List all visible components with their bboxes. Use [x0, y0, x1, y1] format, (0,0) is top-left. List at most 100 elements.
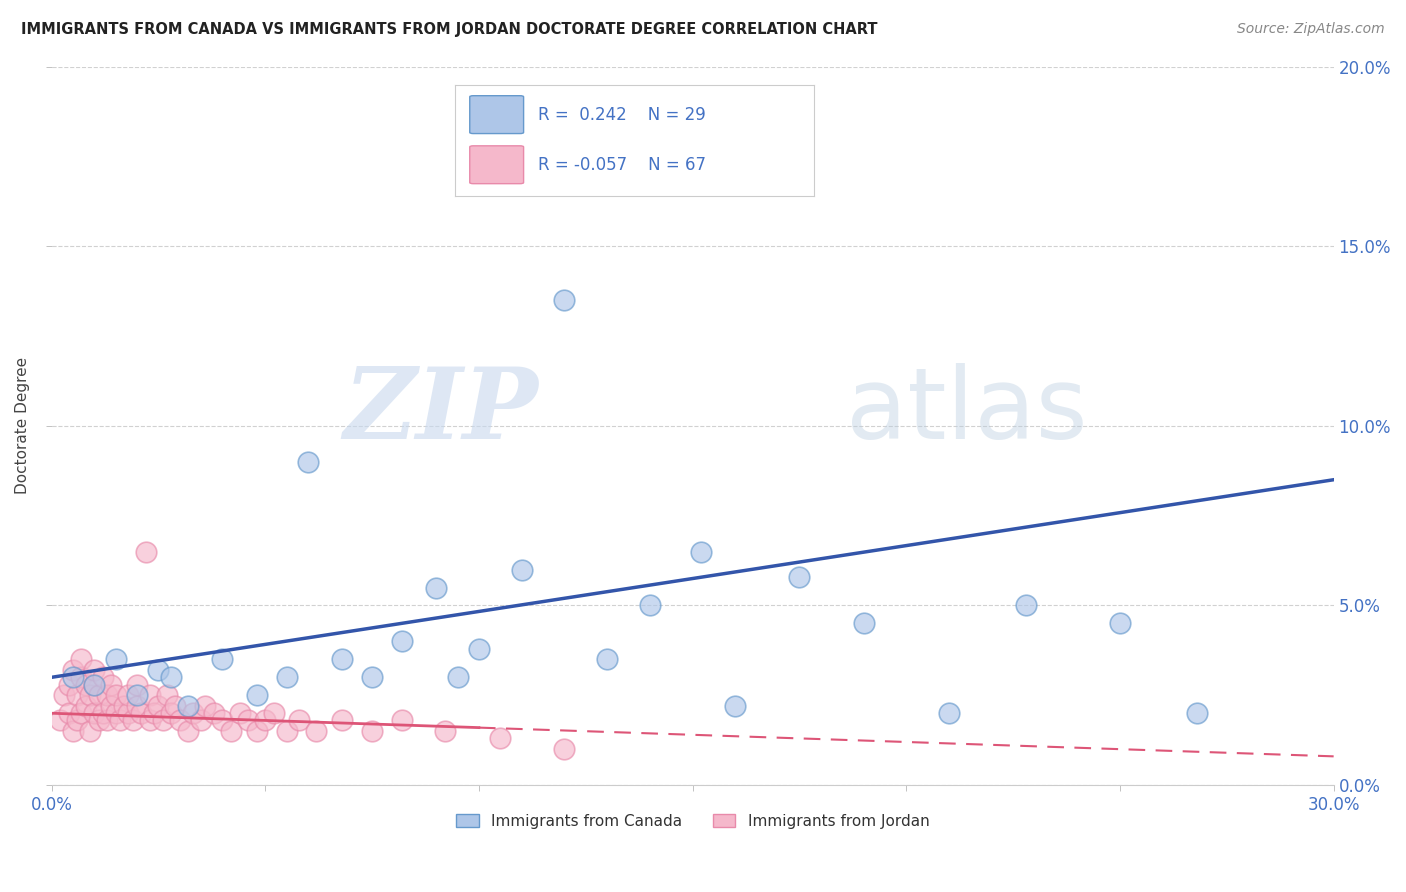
Point [75, 677, 97, 691]
Point [789, 570, 811, 584]
Point [148, 699, 170, 714]
Point [58, 706, 80, 721]
Point [219, 724, 242, 739]
Point [425, 581, 447, 595]
Point [91, 706, 114, 721]
Point [139, 714, 162, 728]
Text: ZIP: ZIP [343, 363, 538, 459]
Point [433, 724, 456, 739]
Point [135, 544, 157, 558]
Point [70, 706, 93, 721]
Point [330, 714, 353, 728]
Point [83, 663, 105, 677]
Point [361, 670, 384, 684]
Point [228, 706, 250, 721]
Point [96, 688, 118, 702]
Point [391, 634, 413, 648]
Point [156, 688, 179, 702]
Point [49, 714, 72, 728]
Point [100, 677, 122, 691]
Point [446, 670, 468, 684]
Point [305, 724, 328, 739]
Point [143, 706, 166, 721]
Point [62, 724, 84, 739]
Text: IMMIGRANTS FROM CANADA VS IMMIGRANTS FROM JORDAN DOCTORATE DEGREE CORRELATION CH: IMMIGRANTS FROM CANADA VS IMMIGRANTS FRO… [21, 22, 877, 37]
Point [62, 663, 84, 677]
Point [112, 699, 135, 714]
Point [75, 699, 97, 714]
Point [194, 699, 217, 714]
Point [87, 688, 110, 702]
Text: atlas: atlas [846, 363, 1088, 460]
Point [129, 706, 152, 721]
Point [125, 677, 148, 691]
Point [190, 714, 212, 728]
Point [276, 724, 298, 739]
Point [125, 688, 148, 702]
Text: Source: ZipAtlas.com: Source: ZipAtlas.com [1237, 22, 1385, 37]
Point [108, 714, 131, 728]
Point [510, 563, 533, 577]
Point [165, 699, 187, 714]
Point [297, 455, 319, 469]
Point [246, 688, 269, 702]
Point [1185, 706, 1208, 721]
Point [236, 714, 259, 728]
Point [83, 677, 105, 691]
Point [169, 714, 191, 728]
Point [83, 677, 105, 691]
Point [83, 706, 105, 721]
Point [211, 652, 233, 666]
Point [53, 688, 76, 702]
Point [330, 652, 353, 666]
Point [852, 616, 875, 631]
Point [596, 652, 619, 666]
Point [177, 724, 200, 739]
Point [181, 706, 204, 721]
Point [79, 724, 101, 739]
Point [104, 652, 127, 666]
Point [211, 714, 233, 728]
Point [125, 699, 148, 714]
Point [160, 670, 183, 684]
Point [121, 714, 143, 728]
Point [553, 293, 575, 307]
Y-axis label: Doctorate Degree: Doctorate Degree [15, 358, 30, 494]
Point [100, 699, 122, 714]
Point [468, 641, 491, 656]
Point [87, 714, 110, 728]
Point [638, 599, 661, 613]
Point [246, 724, 269, 739]
Point [489, 731, 512, 746]
Point [152, 714, 174, 728]
Point [177, 699, 200, 714]
Point [1109, 616, 1132, 631]
Point [139, 688, 162, 702]
Point [148, 663, 170, 677]
Point [361, 724, 384, 739]
Point [254, 714, 277, 728]
Point [70, 670, 93, 684]
Point [104, 706, 127, 721]
Point [690, 544, 713, 558]
Point [553, 742, 575, 756]
Point [724, 699, 747, 714]
Point [117, 688, 139, 702]
Point [263, 706, 285, 721]
Point [391, 714, 413, 728]
Point [66, 688, 89, 702]
Point [160, 706, 183, 721]
Point [117, 706, 139, 721]
Point [288, 714, 311, 728]
Point [62, 670, 84, 684]
Point [96, 714, 118, 728]
Point [58, 677, 80, 691]
Point [202, 706, 225, 721]
Point [1015, 599, 1038, 613]
Point [276, 670, 298, 684]
Point [70, 652, 93, 666]
Point [938, 706, 960, 721]
Point [79, 688, 101, 702]
Legend: Immigrants from Canada, Immigrants from Jordan: Immigrants from Canada, Immigrants from … [450, 807, 935, 835]
Point [91, 670, 114, 684]
